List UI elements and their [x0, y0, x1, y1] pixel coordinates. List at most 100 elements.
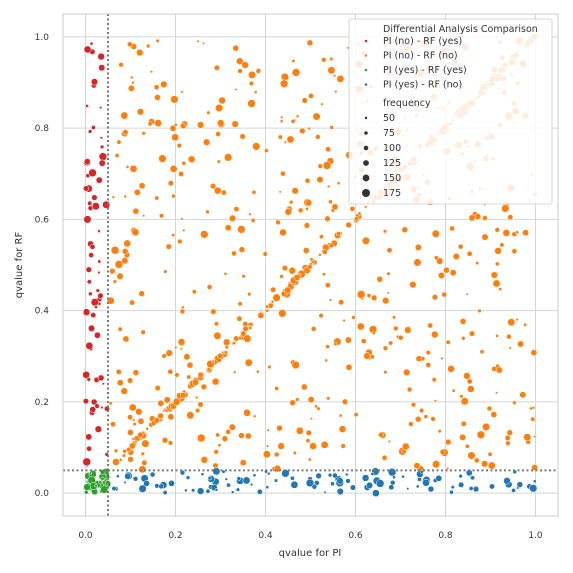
y-tick-label: 0.4: [35, 307, 50, 317]
scatter-point: [309, 417, 313, 421]
scatter-point: [381, 454, 388, 461]
scatter-point: [186, 361, 194, 369]
scatter-point: [498, 287, 503, 292]
scatter-point: [386, 247, 393, 254]
scatter-point: [406, 386, 413, 393]
scatter-point: [490, 271, 498, 279]
scatter-point: [344, 336, 352, 344]
scatter-point: [134, 440, 138, 444]
scatter-point: [196, 121, 205, 129]
scatter-point: [250, 217, 256, 223]
series-2: [83, 468, 112, 496]
scatter-point: [145, 43, 151, 49]
scatter-point: [91, 194, 98, 201]
scatter-point: [164, 408, 169, 413]
scatter-point: [362, 236, 370, 245]
scatter-point: [100, 476, 105, 481]
scatter-point: [265, 308, 270, 313]
scatter-point: [217, 119, 225, 127]
scatter-point: [231, 250, 237, 257]
scatter-point: [392, 315, 397, 320]
scatter-point: [182, 228, 186, 232]
legend-series-label: PI (no) - RF (no): [383, 51, 458, 62]
scatter-point: [248, 80, 254, 86]
scatter-point: [432, 460, 441, 469]
scatter-point: [459, 394, 464, 399]
scatter-point: [138, 290, 145, 297]
scatter-point: [532, 479, 537, 483]
scatter-point: [522, 229, 530, 237]
scatter-point: [371, 331, 376, 335]
scatter-point: [224, 345, 229, 350]
scatter-point: [441, 291, 448, 298]
threshold-lines: [63, 14, 558, 516]
scatter-point: [173, 123, 178, 127]
scatter-point: [450, 485, 455, 490]
scatter-point: [435, 475, 443, 482]
scatter-point: [468, 330, 476, 337]
scatter-point: [386, 291, 390, 295]
scatter-point: [278, 309, 287, 318]
scatter-point: [95, 288, 100, 293]
scatter-point: [292, 450, 297, 455]
scatter-point: [387, 467, 397, 477]
scatter-point: [97, 292, 104, 299]
scatter-point: [451, 388, 456, 393]
scatter-point: [305, 429, 312, 436]
scatter-point: [279, 274, 284, 279]
scatter-point: [329, 125, 334, 130]
scatter-point: [149, 70, 154, 74]
scatter-point: [111, 486, 117, 492]
scatter-point: [167, 180, 174, 187]
scatter-point: [82, 308, 91, 316]
scatter-point: [200, 456, 209, 464]
scatter-point: [153, 84, 160, 90]
scatter-point: [205, 209, 210, 215]
scatter-point: [262, 251, 268, 257]
scatter-point: [231, 120, 239, 128]
scatter-point: [495, 261, 500, 267]
scatter-point: [143, 480, 150, 487]
scatter-point: [186, 411, 195, 420]
scatter-point: [419, 407, 425, 414]
scatter-point: [128, 442, 136, 450]
scatter-point: [460, 397, 469, 406]
scatter-point: [88, 324, 96, 332]
scatter-point: [154, 94, 161, 101]
scatter-point: [179, 308, 186, 315]
scatter-point: [474, 213, 482, 220]
scatter-point: [200, 472, 205, 476]
scatter-point: [181, 161, 187, 166]
scatter-point: [489, 483, 495, 490]
scatter-point: [228, 214, 237, 222]
scatter-point: [241, 61, 249, 69]
scatter-point: [283, 140, 287, 144]
scatter-point: [194, 395, 199, 400]
scatter-point: [327, 242, 331, 246]
scatter-point: [154, 195, 160, 201]
scatter-point: [289, 399, 296, 406]
scatter-point: [475, 261, 480, 266]
scatter-point: [169, 165, 178, 173]
scatter-point: [191, 378, 200, 386]
scatter-point: [122, 129, 129, 136]
scatter-point: [458, 481, 465, 488]
scatter-point: [179, 470, 186, 476]
scatter-point: [316, 406, 321, 411]
scatter-point: [252, 473, 257, 478]
scatter-point: [266, 428, 270, 432]
scatter-point: [290, 119, 296, 124]
legend-size-label: 175: [383, 188, 401, 199]
scatter-point: [245, 432, 252, 440]
scatter-point: [113, 448, 119, 454]
scatter-point: [179, 347, 183, 351]
scatter-point: [228, 423, 236, 431]
scatter-point: [319, 234, 324, 240]
scatter-point: [200, 230, 209, 239]
scatter-point: [249, 482, 254, 487]
scatter-point: [321, 57, 327, 63]
scatter-point: [433, 255, 439, 261]
scatter-point: [506, 429, 513, 436]
scatter-point: [382, 297, 390, 305]
scatter-point: [444, 438, 452, 446]
